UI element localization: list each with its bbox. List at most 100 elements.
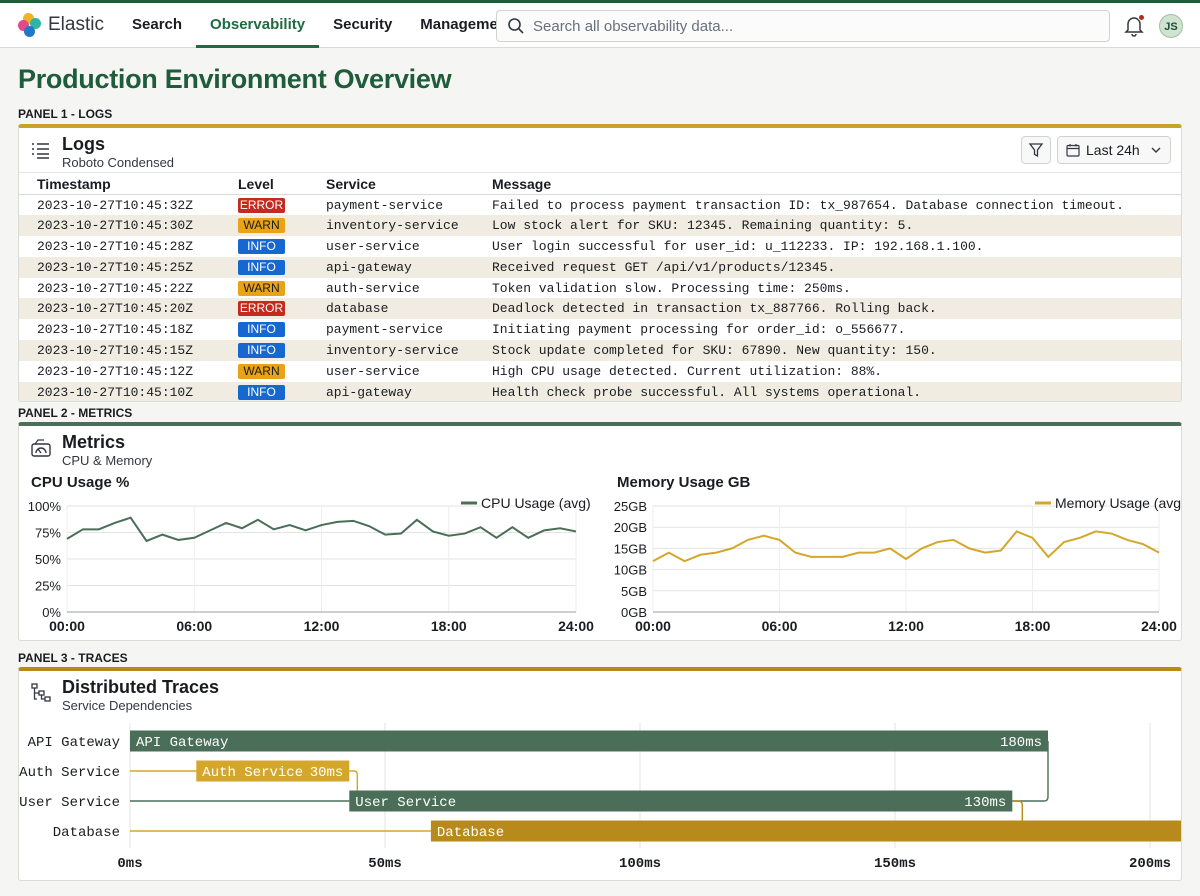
nav-search[interactable]: Search: [132, 16, 183, 33]
log-timestamp: 2023-10-27T10:45:28Z: [37, 238, 194, 254]
span-duration: 30ms: [310, 765, 344, 781]
logs-subtitle: Roboto Condensed: [62, 155, 175, 170]
memory-chart-title: Memory Usage GB: [617, 474, 751, 491]
log-message: Deadlock detected in transaction tx_8877…: [492, 298, 1181, 320]
global-search[interactable]: [496, 10, 1110, 42]
series-line: [66, 516, 577, 543]
filter-button[interactable]: [1021, 136, 1051, 164]
memory-usage-chart: 0GB 5GB 10GB 15GB 20GB 25GB 00:00 06:00 12:00 18:…: [614, 495, 1181, 634]
y-tick-label: 20GB: [614, 520, 647, 535]
x-tick-label: 00:00: [49, 618, 85, 634]
page-title: Production Environment Overview: [18, 64, 452, 94]
log-row[interactable]: 2023-10-27T10:45:32Z ERROR payment-service…: [19, 195, 1181, 216]
span-bar[interactable]: [430, 820, 1181, 842]
span-bar[interactable]: [196, 760, 350, 782]
y-tick-label: 25GB: [614, 499, 647, 514]
service-label: Database: [53, 825, 120, 841]
trace-waterfall-chart: 0ms 50ms 100ms 150ms 200ms API Gateway Auth Se…: [19, 723, 1181, 872]
log-timestamp: 2023-10-27T10:45:30Z: [19, 215, 238, 237]
user-avatar[interactable]: JS: [1159, 14, 1183, 38]
logs-title: Logs: [62, 134, 105, 154]
log-level: INFO: [238, 381, 326, 401]
time-range-picker[interactable]: Last 24h: [1057, 136, 1171, 164]
metrics-panel-header: Metrics CPU & Memory: [19, 426, 1181, 470]
log-row[interactable]: 2023-10-27T10:45:25Z INFO api-gateway Recei…: [19, 256, 1181, 278]
log-row[interactable]: 2023-10-27T10:45:30Z WARN inventory-servic…: [19, 215, 1181, 237]
log-row[interactable]: 2023-10-27T10:45:12Z WARN user-service High…: [19, 361, 1181, 382]
series-line: [652, 530, 1160, 563]
log-timestamp: 2023-10-27T10:45:10Z: [19, 381, 238, 401]
search-input[interactable]: [533, 17, 1093, 35]
x-tick-label: 12:00: [888, 618, 924, 634]
metrics-panel: Metrics CPU & Memory CPU Usage % 0% 25% 50…: [18, 422, 1182, 641]
log-row[interactable]: 2023-10-27T10:45:15Z INFO inventory-servic…: [19, 340, 1181, 361]
log-timestamp: 2023-10-27T10:45:15Z: [19, 340, 238, 361]
log-timestamp: 2023-10-27T10:45:20Z: [19, 298, 238, 320]
span-label: API Gateway: [136, 735, 228, 751]
elastic-logo-icon: [18, 13, 42, 37]
log-row[interactable]: 2023-10-27T10:45:28Z INFO user-service User…: [19, 236, 1181, 257]
column-header-timestamp[interactable]: Timestamp: [19, 172, 238, 195]
column-header-message[interactable]: Message: [492, 172, 1181, 195]
elastic-logo[interactable]: Elastic: [18, 13, 104, 37]
x-tick-label: 50ms: [368, 856, 402, 872]
hierarchy-icon: [31, 683, 51, 702]
nav-security[interactable]: Security: [333, 16, 393, 33]
cpu-chart-title: CPU Usage %: [31, 474, 130, 491]
span-bar[interactable]: [349, 790, 1013, 812]
x-tick-label: 12:00: [304, 618, 340, 634]
x-tick-label: 18:00: [431, 618, 467, 634]
log-timestamp: 2023-10-27T10:45:32Z: [37, 197, 194, 213]
log-service: auth-service: [326, 280, 420, 296]
service-label: Auth Service: [19, 765, 120, 781]
level-badge: WARN: [238, 363, 285, 379]
span-label: Database: [437, 825, 504, 841]
log-row[interactable]: 2023-10-27T10:45:18Z INFO payment-service I…: [19, 319, 1181, 340]
nav-management[interactable]: Management: [420, 16, 512, 33]
log-level: ERROR: [238, 195, 326, 216]
x-tick-label: 100ms: [619, 856, 661, 872]
y-tick-label: 10GB: [614, 563, 647, 578]
log-message: Token validation slow. Processing time: …: [492, 280, 851, 296]
y-tick-label: 5GB: [621, 584, 647, 599]
column-header-service[interactable]: Service: [326, 172, 492, 195]
x-tick-label: 200ms: [1129, 856, 1171, 872]
top-navigation-bar: Elastic Search Observability Security Ma…: [0, 0, 1200, 48]
gauge-icon: [31, 439, 51, 457]
log-service: payment-service: [326, 322, 444, 338]
panel-3-label: PANEL 3 - TRACES: [18, 651, 128, 665]
log-service: payment-service: [326, 197, 444, 213]
level-badge: INFO: [238, 342, 285, 358]
x-tick-label: 00:00: [635, 618, 671, 634]
span-label: Auth Service: [202, 765, 303, 781]
notifications-button[interactable]: [1124, 14, 1145, 37]
y-tick-label: 100%: [28, 499, 62, 514]
x-tick-label: 150ms: [874, 856, 916, 872]
log-row[interactable]: 2023-10-27T10:45:10Z INFO api-gateway Healt…: [19, 381, 1181, 401]
log-message: Received request GET /api/v1/products/12…: [492, 256, 1181, 278]
log-timestamp: 2023-10-27T10:45:12Z: [37, 363, 194, 379]
span-bar[interactable]: [130, 730, 1048, 752]
notification-dot: [1138, 14, 1145, 21]
log-row[interactable]: 2023-10-27T10:45:22Z WARN auth-service Toke…: [19, 278, 1181, 299]
log-service: inventory-service: [326, 215, 492, 237]
nav-observability[interactable]: Observability: [196, 3, 320, 48]
log-message: Initiating payment processing for order_…: [492, 322, 906, 338]
level-badge: INFO: [238, 384, 285, 400]
y-tick-label: 75%: [35, 526, 61, 541]
span-duration: 130ms: [964, 795, 1006, 811]
level-badge: INFO: [238, 238, 285, 254]
filter-icon: [1028, 143, 1044, 158]
legend-label: Memory Usage (avg): [1055, 495, 1181, 511]
log-timestamp: 2023-10-27T10:45:25Z: [19, 256, 238, 278]
column-header-level[interactable]: Level: [238, 172, 326, 195]
log-service: api-gateway: [326, 381, 492, 401]
y-tick-label: 15GB: [614, 541, 647, 556]
log-level: INFO: [238, 256, 326, 278]
traces-panel-header: Distributed Traces Service Dependencies: [19, 671, 1181, 715]
log-row[interactable]: 2023-10-27T10:45:20Z ERROR database Deadloc…: [19, 298, 1181, 320]
service-label: User Service: [19, 795, 120, 811]
main-nav: Search Observability Security Management: [118, 3, 526, 48]
list-icon: [32, 143, 49, 159]
traces-panel: Distributed Traces Service Dependencies …: [18, 667, 1182, 881]
